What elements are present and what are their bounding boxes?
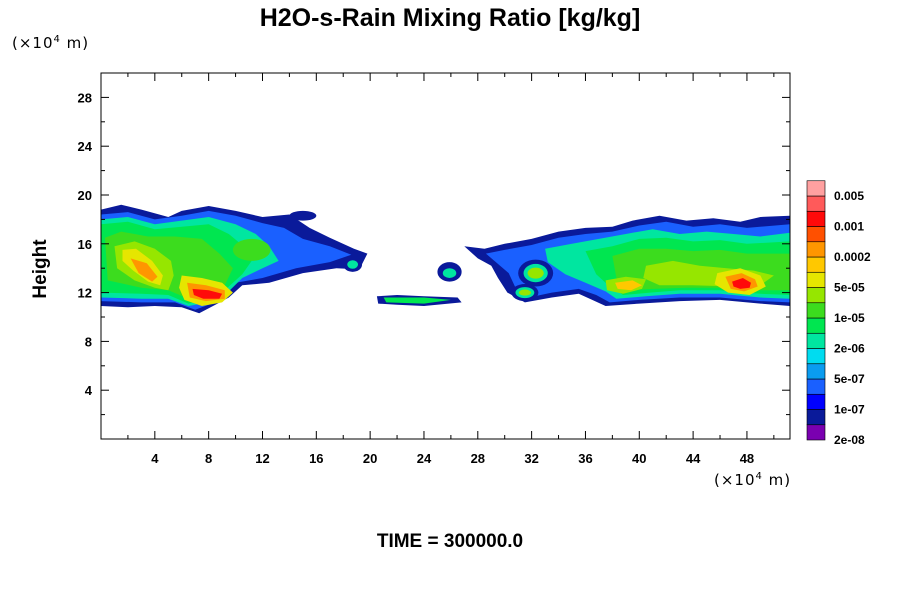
colorbar-swatch [806,378,826,395]
contour-region [732,278,751,289]
x-tick-label: 36 [578,451,592,466]
y-tick-label: 24 [78,139,93,154]
contour-region [130,258,158,282]
x-tick-label: 48 [740,451,754,466]
colorbar-swatch [806,287,826,304]
colorbar-label: 1e-05 [834,311,865,325]
colorbar-swatch [806,348,826,365]
colorbar-swatch [806,226,826,243]
contour-region [518,289,531,296]
colorbar-swatch [806,271,826,288]
colorbar-swatch [806,195,826,212]
contour-field [101,204,790,314]
x-tick-label: 12 [255,451,269,466]
axis-ticks [101,73,790,439]
colorbar-label: 1e-07 [834,403,865,417]
colorbar-swatch [806,302,826,319]
colorbar-label: 2e-06 [834,342,865,356]
contour-region [442,268,457,278]
x-tick-label: 44 [686,451,701,466]
x-tick-label: 8 [205,451,212,466]
x-tick-label: 4 [151,451,159,466]
colorbar-label: 0.0002 [834,250,871,264]
x-axis-unit: (×104 m) [714,471,792,489]
y-tick-label: 28 [78,90,92,105]
colorbar: 0.005 0.001 0.0002 5e-05 1e-05 2e-06 5e-07 1e-0… [806,180,871,447]
y-tick-label: 8 [85,334,92,349]
colorbar-label: 0.005 [834,189,864,203]
y-tick-label: 16 [78,237,92,252]
contour-region [232,238,271,261]
colorbar-label: 0.001 [834,220,864,234]
y-tick-label: 4 [85,383,93,398]
colorbar-swatch [806,317,826,334]
contour-region [192,288,223,299]
colorbar-label: 5e-05 [834,281,865,295]
contour-region [289,210,317,221]
colorbar-swatch [806,363,826,380]
colorbar-swatch [806,180,826,197]
y-tick-label: 20 [78,188,92,203]
x-tick-label: 28 [471,451,485,466]
contour-region [615,280,642,291]
colorbar-swatch [806,393,826,410]
y-tick-label: 12 [78,286,92,301]
colorbar-swatch [806,332,826,349]
colorbar-label: 2e-08 [834,433,865,447]
contour-region [383,297,451,304]
y-axis-unit: (×104 m) [12,34,90,52]
plot-frame [100,72,791,440]
colorbar-swatch [806,424,826,441]
x-tick-label: 32 [524,451,538,466]
time-label: TIME = 300000.0 [376,531,524,552]
colorbar-swatch [806,256,826,273]
colorbar-swatch [806,241,826,258]
colorbar-swatch [806,210,826,227]
colorbar-swatch [806,409,826,426]
contour-region [347,260,359,269]
x-tick-label: 16 [309,451,323,466]
x-tick-label: 20 [363,451,377,466]
chart-title: H2O-s-Rain Mixing Ratio [kg/kg] [259,4,641,32]
x-tick-label: 24 [417,451,432,466]
contour-region [527,267,544,279]
x-tick-label: 40 [632,451,646,466]
colorbar-label: 5e-07 [834,372,865,386]
